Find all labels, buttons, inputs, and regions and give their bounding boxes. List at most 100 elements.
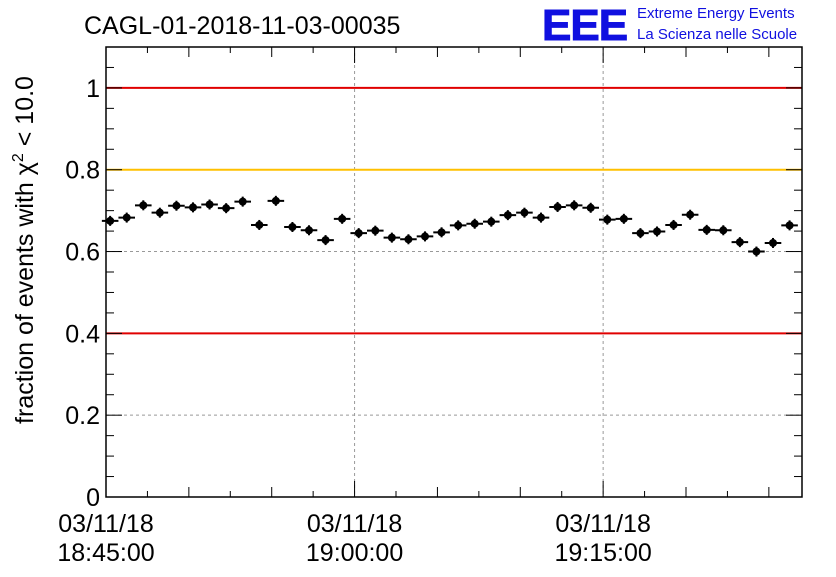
y-tick-label: 0.4 [65,320,100,348]
y-axis-label: fraction of events with χ2 < 10.0 [10,76,39,424]
reference-lines [106,86,802,335]
data-point [599,214,616,225]
marker [371,226,380,235]
marker [520,208,529,217]
data-point [367,225,384,236]
marker [271,196,280,205]
data-point [118,212,135,223]
marker [454,221,463,230]
marker [288,223,297,231]
marker [437,228,446,237]
data-point [300,225,318,236]
data-point [648,226,666,237]
y-tick-label: 1 [86,75,100,103]
data-point [532,212,550,223]
data-point [781,220,798,231]
data-point [449,220,467,231]
marker [785,221,794,230]
data-point [748,246,765,257]
data-point [151,207,169,218]
logo-line1: Extreme Energy Events [637,5,795,22]
data-point [135,200,152,211]
marker [338,214,347,223]
marker [702,225,711,234]
data-point [764,237,782,248]
data-point [715,225,732,236]
data-point [665,219,682,230]
data-point [582,202,599,213]
data-point [731,237,749,248]
x-tick-label-time: 19:15:00 [554,539,651,567]
marker [321,236,330,245]
marker [686,210,695,219]
marker [354,229,363,238]
x-tick-label-time: 18:45:00 [57,539,154,567]
data-point [184,202,202,213]
data-point [267,195,285,206]
data-point [681,209,699,220]
data-point [234,196,251,207]
data-point [466,218,483,229]
data-point [549,201,566,212]
eee-logo: EEE Extreme Energy Events La Scienza nel… [542,1,798,51]
marker [387,233,396,242]
marker [172,201,181,210]
marker [189,203,197,212]
y-tick-label: 0.8 [65,157,100,185]
marker [636,229,645,238]
data-point [317,235,334,246]
x-tick-label-date: 03/11/18 [555,510,650,538]
data-point [168,200,185,211]
marker [752,247,761,256]
marker [421,232,429,241]
data-point [284,222,301,232]
data-point [433,227,450,238]
logo-mark: EEE [542,1,627,50]
marker [769,238,777,247]
y-tick-label: 0 [86,484,100,512]
grid [106,47,802,497]
marker [719,226,728,235]
data-point [251,219,268,230]
marker [255,220,264,229]
data-point [565,200,583,211]
marker [222,204,231,213]
data-point [350,228,367,239]
marker [470,219,479,228]
marker [205,200,214,209]
marker [735,238,744,247]
data-point [101,215,119,226]
data-point [383,232,401,243]
data-point [615,213,633,224]
marker [238,197,247,206]
marker [669,220,678,229]
marker [603,215,612,224]
marker [503,211,512,220]
x-tick-label-date: 03/11/18 [58,510,153,538]
marker [404,235,413,244]
data-points [101,195,798,257]
marker [553,202,562,211]
y-tick-label: 0.2 [65,402,100,430]
marker [570,201,579,210]
data-point [516,207,533,218]
marker [155,208,164,217]
data-point [416,231,434,242]
x-tick-labels: 03/11/1818:45:0003/11/1819:00:0003/11/18… [57,510,651,567]
marker [537,213,545,222]
plot-frame [105,46,803,498]
marker [122,213,131,222]
marker [653,227,661,236]
chart-title: CAGL-01-2018-11-03-00035 [84,12,400,40]
logo-line2: La Scienza nelle Scuole [637,26,797,43]
marker [106,216,115,225]
marker [586,203,595,212]
data-point [499,210,517,221]
x-tick-label-time: 19:00:00 [306,539,403,567]
marker [305,226,313,235]
data-point [632,228,649,239]
data-point [483,216,500,227]
marker [619,214,628,223]
